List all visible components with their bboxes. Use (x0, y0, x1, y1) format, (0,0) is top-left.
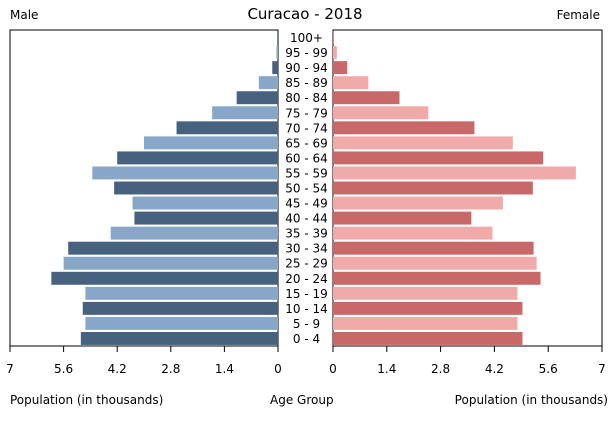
male-bar-65-69 (144, 136, 278, 150)
male-x-tick-label: 0 (274, 362, 282, 376)
female-bar-55-59 (333, 166, 576, 180)
age-group-label: 100+ (290, 31, 323, 45)
male-x-tick-label: 4.2 (108, 362, 127, 376)
female-bar-5-9 (333, 316, 518, 330)
age-group-label: 45 - 49 (285, 197, 328, 211)
male-bar-25-29 (63, 256, 278, 270)
female-bar-20-24 (333, 271, 541, 285)
female-x-tick-label: 4.2 (485, 362, 504, 376)
age-group-label: 55 - 59 (285, 166, 328, 180)
female-bar-15-19 (333, 286, 518, 300)
male-bar-80-84 (236, 91, 278, 105)
female-x-tick-label: 5.6 (539, 362, 558, 376)
male-bar-20-24 (51, 271, 278, 285)
female-bar-40-44 (333, 211, 472, 225)
age-group-label: 40 - 44 (285, 212, 328, 226)
female-bar-25-29 (333, 256, 537, 270)
male-bar-5-9 (85, 316, 279, 330)
male-x-tick-label: 2.8 (161, 362, 180, 376)
male-bar-55-59 (92, 166, 278, 180)
male-bar-0-4 (80, 332, 278, 345)
male-bar-10-14 (82, 301, 278, 315)
x-axis-label-right: Population (in thousands) (454, 393, 608, 407)
male-bar-15-19 (85, 286, 279, 300)
male-bar-90-94 (272, 61, 278, 75)
female-bar-45-49 (333, 196, 503, 210)
female-bar-65-69 (333, 136, 513, 150)
female-bar-85-89 (333, 76, 369, 90)
male-x-tick-label: 1.4 (215, 362, 234, 376)
age-group-label: 50 - 54 (285, 182, 328, 196)
age-group-label: 95 - 99 (285, 46, 328, 60)
male-bar-95-99 (276, 46, 278, 60)
age-group-label: 90 - 94 (285, 61, 328, 75)
female-bar-100+ (333, 31, 334, 44)
age-group-label: 20 - 24 (285, 272, 328, 286)
female-bar-70-74 (333, 121, 475, 135)
age-group-label: 80 - 84 (285, 91, 328, 105)
male-header: Male (10, 8, 39, 22)
female-x-tick-label: 1.4 (377, 362, 396, 376)
female-bar-10-14 (333, 301, 523, 315)
male-bar-75-79 (212, 106, 278, 120)
male-bar-50-54 (114, 181, 278, 195)
male-bar-85-89 (258, 76, 278, 90)
female-bar-50-54 (333, 181, 533, 195)
age-group-label: 15 - 19 (285, 287, 328, 301)
female-x-tick-label: 2.8 (431, 362, 450, 376)
female-x-tick-label: 0 (329, 362, 337, 376)
age-group-label: 25 - 29 (285, 257, 328, 271)
male-bar-60-64 (117, 151, 278, 165)
male-bar-70-74 (176, 121, 278, 135)
male-bar-40-44 (134, 211, 278, 225)
age-group-label: 85 - 89 (285, 76, 328, 90)
female-bar-90-94 (333, 61, 348, 75)
age-group-label: 60 - 64 (285, 151, 328, 165)
female-bar-80-84 (333, 91, 400, 105)
female-bar-75-79 (333, 106, 429, 120)
chart-title: Curacao - 2018 (247, 5, 363, 23)
age-group-label: 75 - 79 (285, 106, 328, 120)
age-group-label: 35 - 39 (285, 227, 328, 241)
age-group-label: 5 - 9 (293, 317, 320, 331)
female-bar-35-39 (333, 226, 493, 240)
x-axis-label-center: Age Group (270, 393, 334, 407)
age-group-label: 30 - 34 (285, 242, 328, 256)
male-bar-45-49 (132, 196, 278, 210)
female-bar-30-34 (333, 241, 534, 255)
female-bar-60-64 (333, 151, 544, 165)
age-group-label: 0 - 4 (293, 332, 320, 346)
male-x-tick-label: 5.6 (54, 362, 73, 376)
male-bar-30-34 (68, 241, 279, 255)
age-group-label: 70 - 74 (285, 121, 328, 135)
male-bar-100+ (277, 31, 278, 44)
male-bar-35-39 (110, 226, 278, 240)
age-group-label: 10 - 14 (285, 302, 328, 316)
age-group-label: 65 - 69 (285, 136, 328, 150)
female-bar-95-99 (333, 46, 337, 60)
female-bar-0-4 (333, 332, 523, 345)
x-axis-label-left: Population (in thousands) (10, 393, 164, 407)
female-header: Female (556, 8, 600, 22)
female-x-tick-label: 7 (598, 362, 606, 376)
male-x-tick-label: 7 (6, 362, 14, 376)
